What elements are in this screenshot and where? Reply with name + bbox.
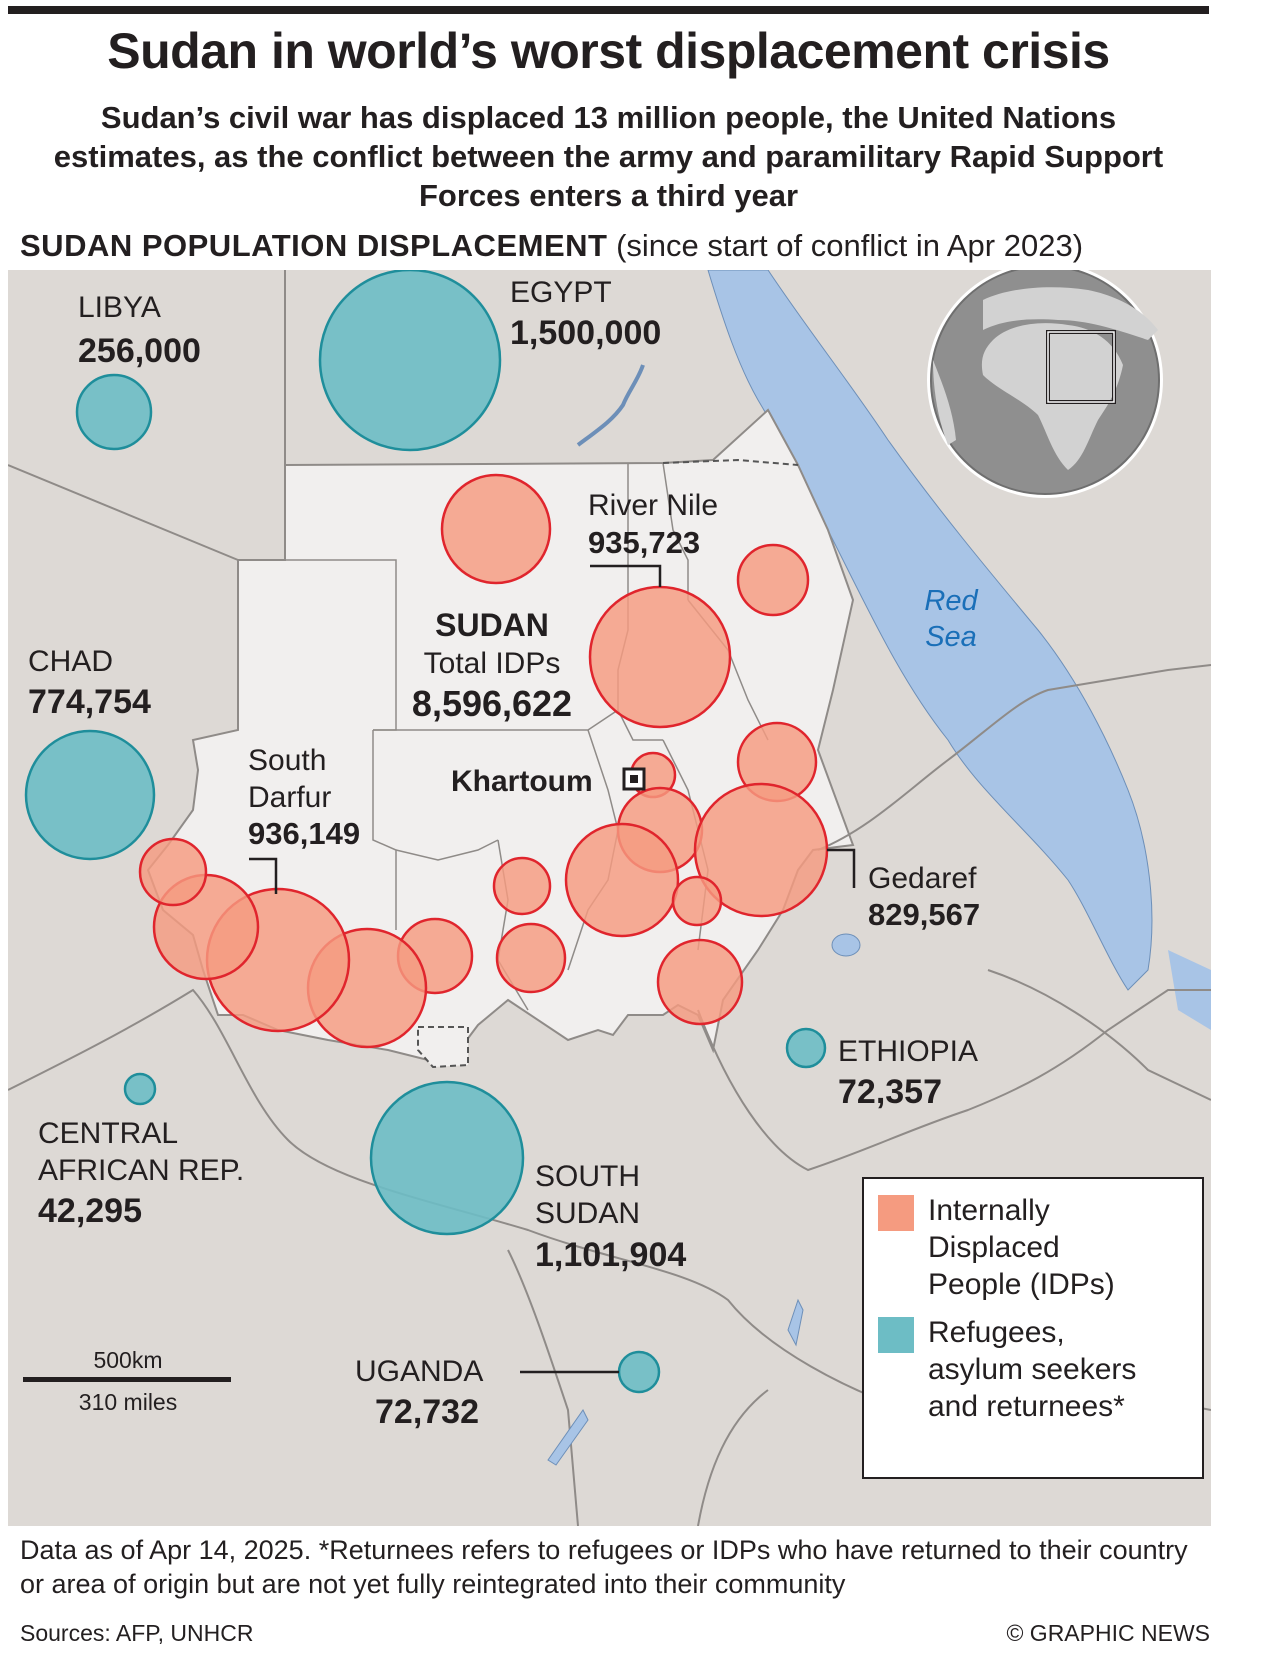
value-gedaref: 829,567: [868, 897, 980, 932]
locator-globe: [927, 270, 1163, 498]
label-south-sudan-line1: SOUTH: [535, 1160, 640, 1193]
idp-circle: [492, 856, 552, 916]
refugee-circle-egypt: [318, 270, 502, 452]
label-river-nile: River Nile: [588, 489, 718, 522]
label-khartoum: Khartoum: [451, 765, 593, 798]
value-ethiopia: 72,357: [838, 1073, 942, 1111]
label-libya: LIBYA: [78, 291, 161, 324]
disputed-border-south: [417, 1026, 469, 1069]
legend-refugee-swatch: [878, 1317, 914, 1353]
legend-idp-line1: Internally: [928, 1194, 1050, 1227]
idp-circle: [671, 875, 723, 927]
label-car-line2: AFRICAN REP.: [38, 1154, 244, 1187]
idp-circle: [656, 938, 744, 1026]
legend: Internally Displaced People (IDPs) Refug…: [862, 1177, 1204, 1479]
label-south-darfur-line1: South: [248, 744, 326, 777]
top-rule: [8, 6, 1209, 14]
displacement-map: LIBYA 256,000 EGYPT 1,500,000 CHAD 774,7…: [8, 270, 1211, 1526]
refugee-circle-uganda: [617, 1350, 661, 1394]
value-libya: 256,000: [78, 332, 201, 370]
refugee-circle-chad: [24, 729, 156, 861]
idp-circle: [736, 543, 810, 617]
value-chad: 774,754: [28, 683, 151, 721]
label-uganda: UGANDA: [355, 1355, 483, 1388]
khartoum-marker-dot: [630, 775, 638, 783]
legend-refugee-line1: Refugees,: [928, 1316, 1065, 1349]
section-heading: Sudan Population Displacement (since sta…: [20, 228, 1083, 264]
value-uganda: 72,732: [375, 1393, 479, 1431]
label-red-sea-line2: Sea: [925, 621, 977, 653]
value-river-nile: 935,723: [588, 525, 700, 560]
lake-albert: [547, 1409, 589, 1466]
credit: © GRAPHIC NEWS: [1006, 1620, 1210, 1646]
globe-africa: [981, 323, 1123, 470]
value-egypt: 1,500,000: [510, 314, 661, 352]
legend-refugee-line2: asylum seekers: [928, 1353, 1136, 1386]
scale-bar: 500km 310 miles: [23, 1347, 231, 1415]
label-sudan: SUDAN: [435, 607, 549, 643]
label-egypt: EGYPT: [510, 276, 612, 309]
label-gedaref: Gedaref: [868, 862, 977, 895]
legend-idp-swatch: [878, 1195, 914, 1231]
refugee-circle-car: [123, 1072, 157, 1106]
value-car: 42,295: [38, 1192, 142, 1230]
idp-circle: [138, 837, 208, 907]
value-south-darfur: 936,149: [248, 816, 360, 851]
legend-idp-line2: Displaced: [928, 1231, 1060, 1264]
idp-circles: [138, 473, 829, 1049]
idp-circle: [495, 922, 567, 994]
refugee-circles: [24, 270, 827, 1394]
section-label: Sudan Population Displacement: [20, 228, 608, 263]
page-title: Sudan in world’s worst displacement cris…: [107, 23, 1110, 79]
idp-circle: [440, 473, 552, 585]
label-ethiopia: ETHIOPIA: [838, 1035, 978, 1068]
lake-tana: [831, 933, 861, 957]
refugee-circle-south-sudan: [369, 1080, 525, 1236]
globe-eurasia: [983, 287, 1158, 340]
label-south-sudan-line2: SUDAN: [535, 1197, 640, 1230]
sources: Sources: AFP, UNHCR: [20, 1620, 254, 1646]
idp-circle-river-nile: [588, 585, 732, 729]
legend-idp-line3: People (IDPs): [928, 1268, 1115, 1301]
label-car-line1: CENTRAL: [38, 1117, 178, 1150]
label-south-darfur-line2: Darfur: [248, 781, 331, 814]
lake-nasser: [576, 364, 645, 447]
page-subtitle: Sudan’s civil war has displaced 13 milli…: [53, 100, 1164, 213]
globe-americas: [933, 360, 956, 445]
disputed-border-north: [662, 458, 799, 466]
refugee-circle-libya: [75, 373, 153, 451]
refugee-circle-ethiopia: [785, 1027, 827, 1069]
label-chad: CHAD: [28, 645, 113, 678]
section-note: (since start of conflict in Apr 2023): [616, 228, 1084, 263]
value-sudan-idps: 8,596,622: [412, 683, 572, 724]
idp-circle: [564, 822, 680, 938]
label-red-sea-line1: Red: [924, 585, 978, 617]
label-sudan-idps: Total IDPs: [424, 647, 561, 680]
lake-turkana: [787, 1298, 804, 1347]
legend-refugee-line3: and returnees*: [928, 1390, 1125, 1423]
scale-miles-label: 310 miles: [79, 1389, 177, 1415]
footnote: Data as of Apr 14, 2025. *Returnees refe…: [20, 1535, 1188, 1599]
leader-lines: [249, 564, 856, 1374]
value-south-sudan: 1,101,904: [535, 1236, 686, 1274]
scale-km-label: 500km: [93, 1347, 162, 1373]
